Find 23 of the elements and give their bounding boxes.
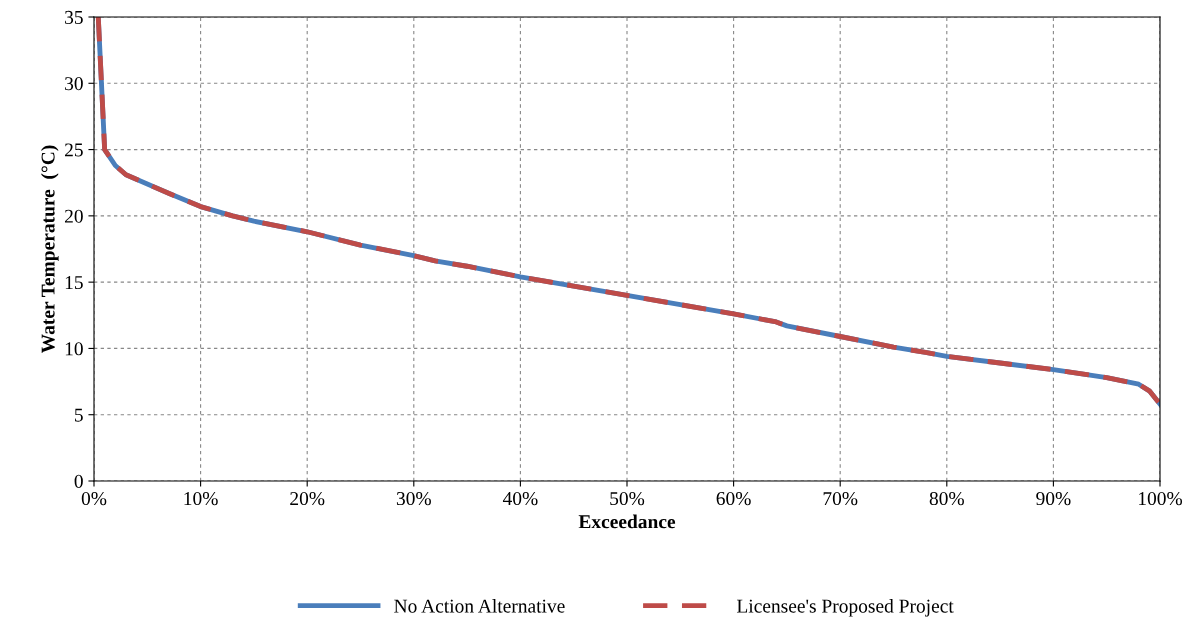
y-tick-label: 0 [74,474,83,488]
x-tick-label: 100% [1139,491,1183,506]
x-tick-label: 60% [716,491,751,506]
x-tick-label: 40% [502,491,538,506]
x-tick-label: 70% [823,491,858,506]
x-tick-label: 30% [396,491,431,506]
x-axis-title: Exceedance [578,514,676,529]
y-axis-title: Water Temperature (°C) [40,145,59,353]
legend-label: No Action Alternative [394,598,565,613]
y-tick-label: 20 [64,209,83,223]
y-tick-label: 15 [65,276,83,290]
y-tick-label: 35 [65,10,83,24]
x-tick-label: 50% [610,491,645,506]
x-tick-label: 10% [184,491,218,506]
x-tick-label: 20% [290,491,325,506]
y-tick-label: 10 [65,342,83,356]
y-tick-label: 5 [74,408,83,422]
x-tick-label: 80% [929,491,964,506]
y-tick-label: 30 [65,77,83,91]
legend-label: Licensee's Proposed Project [736,598,954,617]
x-tick-label: 90% [1036,491,1071,506]
y-tick-label: 25 [64,143,83,157]
x-tick-label: 0% [81,491,107,506]
